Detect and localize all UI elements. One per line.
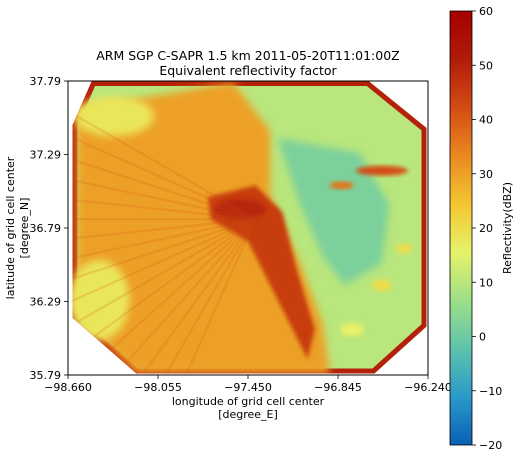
field-streak bbox=[72, 164, 256, 221]
y-tick-label: 36.79 bbox=[30, 222, 62, 235]
colorbar-tick-label: 50 bbox=[479, 59, 493, 72]
x-axis-unit: [degree_E] bbox=[218, 408, 278, 421]
field-se-cell-b bbox=[396, 243, 413, 254]
field-radial-streaks bbox=[72, 88, 257, 374]
field-streak bbox=[72, 218, 256, 275]
y-axis-unit: [degree_N] bbox=[18, 198, 31, 259]
field-streak bbox=[72, 190, 256, 221]
x-tick-label: −97.450 bbox=[224, 381, 272, 394]
field-streak bbox=[72, 218, 256, 301]
colorbar-tick-label: 0 bbox=[479, 331, 486, 344]
colorbar: −20 −10 0 10 20 30 40 50 60 Reflectivity(dBZ) bbox=[449, 5, 514, 452]
field-streak bbox=[72, 218, 256, 351]
x-tick-label: −98.660 bbox=[44, 381, 92, 394]
colorbar-tick-label: 30 bbox=[479, 168, 493, 181]
colorbar-tick-label: 40 bbox=[479, 114, 493, 127]
field-streak bbox=[72, 218, 256, 248]
y-tick-label: 37.79 bbox=[30, 75, 62, 88]
colorbar-tick-label: 20 bbox=[479, 222, 493, 235]
field-streak bbox=[124, 218, 257, 374]
field-convective-line bbox=[207, 185, 315, 359]
colorbar-ticks: −20 −10 0 10 20 30 40 50 60 bbox=[472, 5, 502, 452]
colorbar-tick-label: −10 bbox=[479, 385, 502, 398]
field-streak bbox=[80, 218, 257, 374]
x-axis-label: longitude of grid cell center bbox=[172, 395, 325, 408]
y-tick-label: 36.29 bbox=[30, 296, 62, 309]
colorbar-label: Reflectivity(dBZ) bbox=[501, 182, 514, 274]
x-tick-label: −96.845 bbox=[314, 381, 362, 394]
field-light-sw bbox=[72, 260, 130, 341]
colorbar-tick-label: 60 bbox=[479, 5, 493, 18]
field-se-cell-a bbox=[371, 279, 392, 292]
field-western-rain bbox=[76, 82, 330, 374]
x-tick-label: −96.240 bbox=[404, 381, 452, 394]
field-streak bbox=[72, 137, 256, 221]
y-tick-label: 37.29 bbox=[30, 149, 62, 162]
field-streak bbox=[72, 218, 256, 326]
field-core bbox=[214, 198, 267, 219]
chart-title: ARM SGP C-SAPR 1.5 km 2011-05-20T11:01:0… bbox=[96, 48, 400, 63]
field-se-cell-c bbox=[340, 322, 365, 337]
y-axis-label: latitude of grid cell center bbox=[4, 156, 17, 299]
colorbar-gradient bbox=[449, 10, 473, 446]
colorbar-tick-label: −20 bbox=[479, 439, 502, 452]
field-streak bbox=[72, 88, 256, 221]
field-streak bbox=[72, 112, 256, 221]
field-streak bbox=[148, 218, 257, 374]
chart-subtitle: Equivalent reflectivity factor bbox=[159, 63, 337, 78]
plot-area bbox=[67, 80, 429, 376]
x-tick-label: −98.055 bbox=[134, 381, 182, 394]
y-tick-label: 35.79 bbox=[30, 369, 62, 382]
field-ne-cells bbox=[355, 165, 408, 176]
field-ne-cell-small bbox=[329, 181, 354, 190]
y-axis: 35.79 36.29 36.79 37.29 37.79 bbox=[30, 75, 68, 382]
field-light-nw bbox=[74, 96, 155, 137]
reflectivity-field bbox=[72, 81, 427, 374]
field-clear-air bbox=[277, 138, 390, 286]
field-interior bbox=[72, 81, 427, 374]
x-axis: −98.660 −98.055 −97.450 −96.845 −96.240 bbox=[44, 375, 452, 394]
field-streak bbox=[101, 218, 257, 374]
colorbar-tick-label: 10 bbox=[479, 276, 493, 289]
